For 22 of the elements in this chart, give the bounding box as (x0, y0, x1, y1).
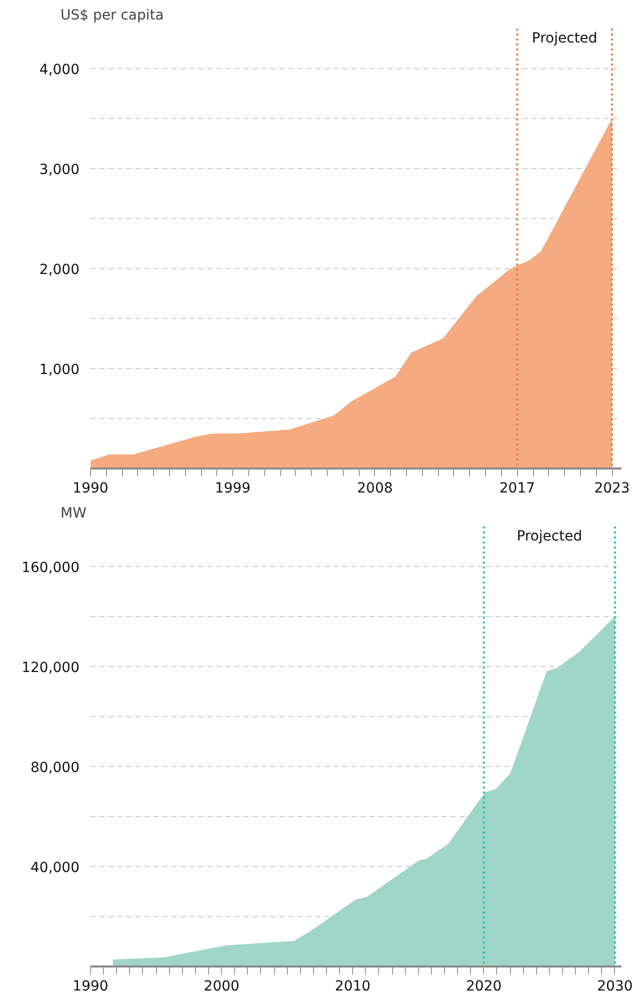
x-tick-label: 2020 (466, 978, 502, 994)
x-tick-label: 2010 (334, 978, 371, 994)
y-tick-label: 1,000 (39, 362, 80, 378)
x-tick-label: 2008 (357, 480, 393, 496)
x-tick-label: 2017 (499, 480, 536, 496)
y-axis-title: MW (60, 506, 87, 522)
y-axis-title: US$ per capita (60, 8, 164, 24)
x-tick-label: 2000 (204, 978, 240, 994)
x-tick-label: 1990 (72, 480, 108, 496)
y-tick-label: 40,000 (30, 860, 80, 876)
annotation: Projected (532, 30, 598, 46)
y-tick-label: 3,000 (39, 162, 80, 178)
x-tick-label: 2030 (597, 978, 633, 994)
y-tick-label: 80,000 (30, 760, 80, 776)
y-tick-label: 2,000 (39, 262, 80, 278)
x-tick-label: 1999 (214, 480, 251, 496)
y-tick-label: 4,000 (39, 62, 80, 78)
x-tick-label: 1990 (72, 978, 108, 994)
annotation: Projected (516, 528, 582, 544)
y-tick-label: 120,000 (22, 660, 80, 676)
y-tick-label: 160,000 (22, 560, 80, 576)
x-tick-label: 2023 (594, 480, 630, 496)
